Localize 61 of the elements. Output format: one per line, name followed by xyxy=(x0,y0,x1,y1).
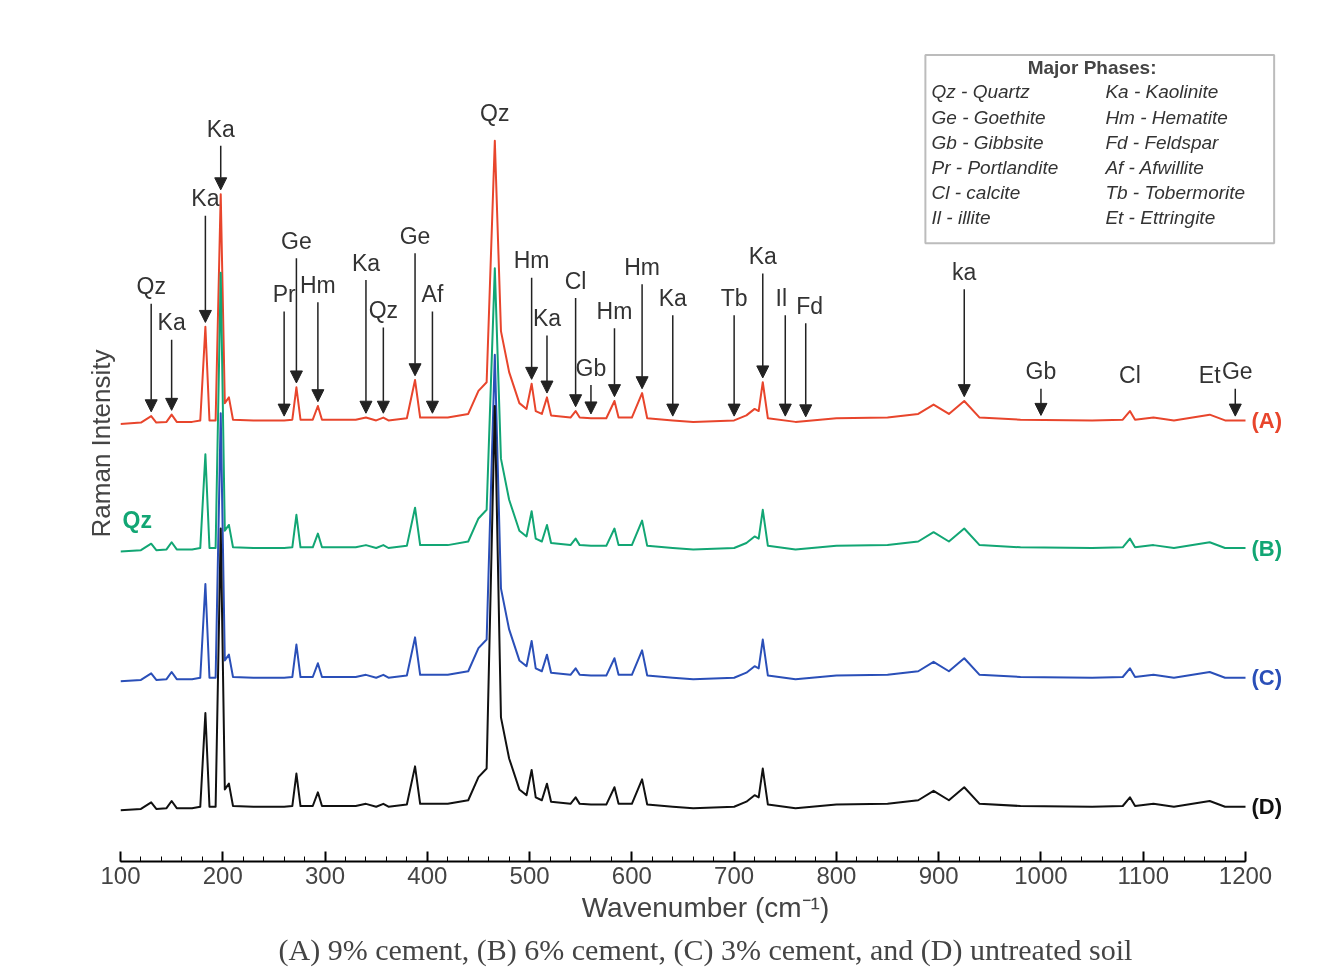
annotation: Af xyxy=(421,281,444,308)
annotation: Ka xyxy=(532,305,562,332)
annotation: Qz xyxy=(122,506,152,533)
annotation: Ka xyxy=(658,284,688,311)
annotation: Et xyxy=(1198,362,1222,389)
annotation: Cl xyxy=(564,267,587,294)
x-tick-label: 1000 xyxy=(1014,861,1068,889)
series-label: (C) xyxy=(1251,665,1283,691)
x-axis-title: Wavenumber (cm⁻¹) xyxy=(581,891,830,923)
x-tick-label: 900 xyxy=(918,861,959,889)
x-tick-label: 300 xyxy=(305,861,346,889)
annotation: Tb - Tobermorite xyxy=(1105,182,1246,204)
x-tick-label: 700 xyxy=(714,861,755,889)
x-tick-label: 500 xyxy=(509,861,550,889)
y-axis-title: Raman Intensity xyxy=(85,349,116,538)
annotation: Qz xyxy=(480,99,510,126)
series-label: (D) xyxy=(1251,794,1283,820)
annotation: Ge xyxy=(1221,358,1253,385)
x-tick-label: 200 xyxy=(202,861,243,889)
annotation: Gb xyxy=(575,354,607,381)
text: Qz - Quartz xyxy=(931,81,1031,103)
annotation: Af - Afwillite xyxy=(1104,156,1204,178)
text: Ge - Goethite xyxy=(931,106,1046,128)
text: Ka - Kaolinite xyxy=(1105,81,1219,103)
annotation: Gb - Gibbsite xyxy=(931,131,1044,153)
annotation: Hm xyxy=(513,247,550,274)
annotation: Il xyxy=(775,284,788,311)
x-tick-label: 100 xyxy=(100,861,141,889)
series-label: (B) xyxy=(1251,535,1283,561)
annotation: Il - illite xyxy=(931,207,991,229)
annotation: Ka xyxy=(206,115,235,142)
annotation: ka xyxy=(952,258,977,285)
annotation: Ka xyxy=(351,249,381,276)
text: (A) 9% cement, (B) 6% cement, (C) 3% cement, and (D) untreated soil xyxy=(278,932,1133,967)
annotation: Qz xyxy=(368,297,399,324)
annotation: Tb xyxy=(720,284,748,311)
annotation: Cl - calcite xyxy=(931,182,1021,204)
x-tick-label: 600 xyxy=(611,861,652,889)
annotation: Pr - Portlandite xyxy=(931,156,1059,178)
annotation: Ka xyxy=(191,185,220,212)
annotation: Hm xyxy=(596,297,633,324)
x-tick-label: 1200 xyxy=(1218,861,1273,889)
x-tick-label: 1100 xyxy=(1117,861,1170,889)
annotation: Cl xyxy=(1119,362,1141,389)
series-label: (A) xyxy=(1251,407,1283,433)
annotation: Fd - Feldspar xyxy=(1105,131,1220,153)
annotation: Pr xyxy=(272,281,296,308)
annotation: Ge xyxy=(399,222,431,249)
annotation: Qz xyxy=(136,273,166,300)
x-tick-label: 400 xyxy=(407,861,448,889)
annotation: Ge xyxy=(281,227,312,254)
x-tick-label: 800 xyxy=(816,861,857,889)
annotation: Fd xyxy=(796,292,824,319)
annotation: Gb xyxy=(1025,358,1057,385)
annotation: Ka xyxy=(748,243,778,270)
annotation: Hm xyxy=(300,271,336,298)
annotation: Hm xyxy=(624,253,660,280)
annotation: Et - Ettringite xyxy=(1105,207,1216,229)
annotation: Ka xyxy=(157,309,186,336)
text: Major Phases: xyxy=(1027,56,1157,78)
text: Hm - Hematite xyxy=(1105,106,1228,128)
